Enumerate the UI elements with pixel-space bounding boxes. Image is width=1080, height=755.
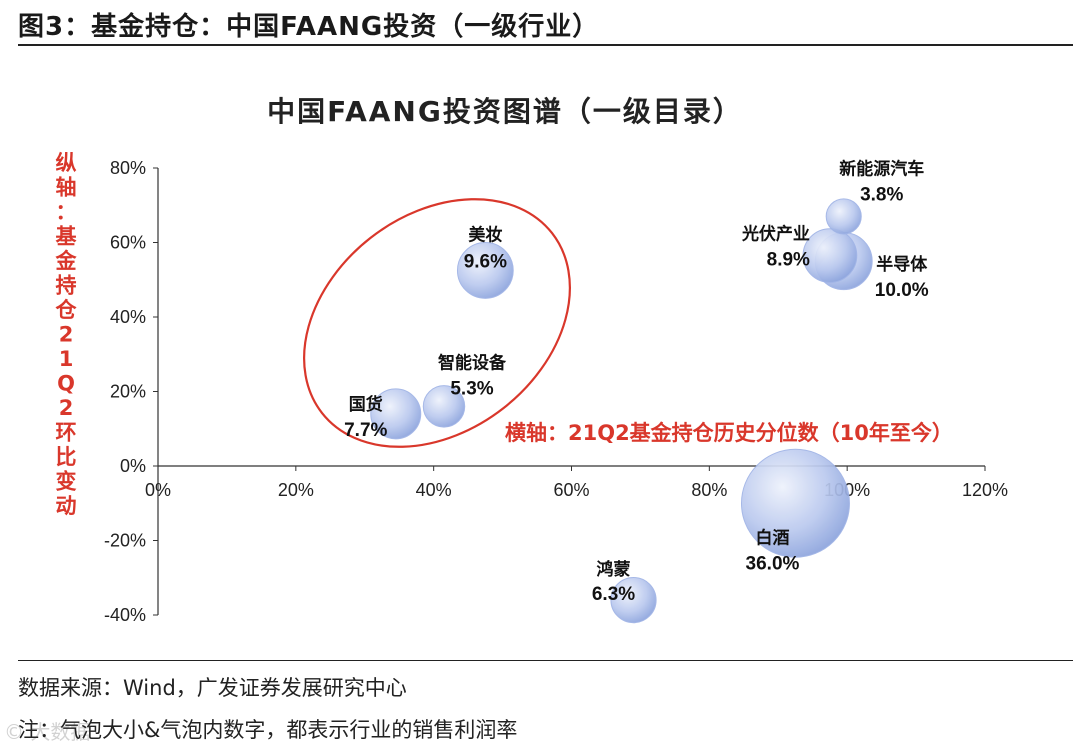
bubbles-group	[370, 198, 873, 624]
y-tick-label: 80%	[110, 158, 146, 178]
chart-title: 中国FAANG投资图谱（一级目录）	[267, 95, 743, 128]
bubble-value-label: 10.0%	[875, 280, 929, 301]
y-tick-label: 40%	[110, 307, 146, 327]
bubble-value-label: 3.8%	[860, 184, 903, 205]
bubble	[422, 385, 466, 428]
y-tick-label: 0%	[120, 456, 146, 476]
y-tick-label: -20%	[104, 531, 146, 551]
x-tick-label: 80%	[691, 480, 727, 500]
bubble	[802, 228, 858, 283]
bubble-name-label: 美妆	[468, 224, 502, 245]
bubble-value-label: 7.7%	[344, 420, 387, 441]
x-axis-label: 横轴：21Q2基金持仓历史分位数（10年至今）	[505, 421, 953, 445]
x-tick-label: 40%	[416, 480, 452, 500]
y-tick-label: -40%	[104, 605, 146, 625]
bubble-name-label: 半导体	[876, 254, 928, 275]
x-tick-label: 0%	[145, 480, 171, 500]
y-axis-label: 纵轴：基金持仓 2 1 Q 2 环比变动	[55, 151, 78, 518]
bubble-name-label: 新能源汽车	[839, 158, 924, 179]
top-rule	[18, 44, 1073, 46]
bubble-value-label: 5.3%	[450, 378, 493, 399]
bubble-value-label: 8.9%	[767, 250, 810, 271]
bubble	[370, 388, 422, 440]
note-text: 注：气泡大小&气泡内数字，都表示行业的销售利润率	[18, 718, 518, 742]
x-tick-label: 120%	[962, 480, 1008, 500]
chart-axes	[153, 167, 986, 616]
bubble-name-label: 鸿蒙	[597, 559, 631, 580]
highlight-ellipse	[303, 198, 571, 448]
bubble-labels-group: 美妆 9.6% 智能设备 5.3% 国货 7.7% 新能源汽车 3.8% 光伏产业 8.9% 半导体…	[344, 158, 929, 605]
bubble	[610, 577, 657, 624]
tick-labels: 80%60%40%20%0%-20%-40%0%20%40%60%80%100%…	[104, 158, 1008, 625]
x-tick-label: 60%	[553, 480, 589, 500]
y-tick-label: 20%	[110, 382, 146, 402]
bubble-value-label: 36.0%	[746, 553, 800, 574]
bottom-rule	[18, 660, 1073, 661]
watermark-text: © 大数据	[4, 720, 91, 744]
source-text: 数据来源：Wind，广发证券发展研究中心	[18, 676, 407, 700]
bubble-chart: 80%60%40%20%0%-20%-40%0%20%40%60%80%100%…	[55, 151, 1009, 625]
bubble	[456, 242, 514, 299]
bubble-value-label: 6.3%	[592, 584, 635, 605]
figure-title: 图3：基金持仓：中国FAANG投资（一级行业）	[18, 12, 600, 42]
y-tick-label: 60%	[110, 233, 146, 253]
bubble	[740, 448, 850, 558]
bubble-name-label: 白酒	[755, 527, 789, 548]
bubble-name-label: 智能设备	[438, 352, 507, 373]
bubble-name-label: 光伏产业	[741, 224, 810, 245]
bubble	[825, 198, 862, 235]
x-tick-label: 20%	[278, 480, 314, 500]
bubble-name-label: 国货	[349, 394, 383, 415]
bubble-value-label: 9.6%	[464, 251, 507, 272]
